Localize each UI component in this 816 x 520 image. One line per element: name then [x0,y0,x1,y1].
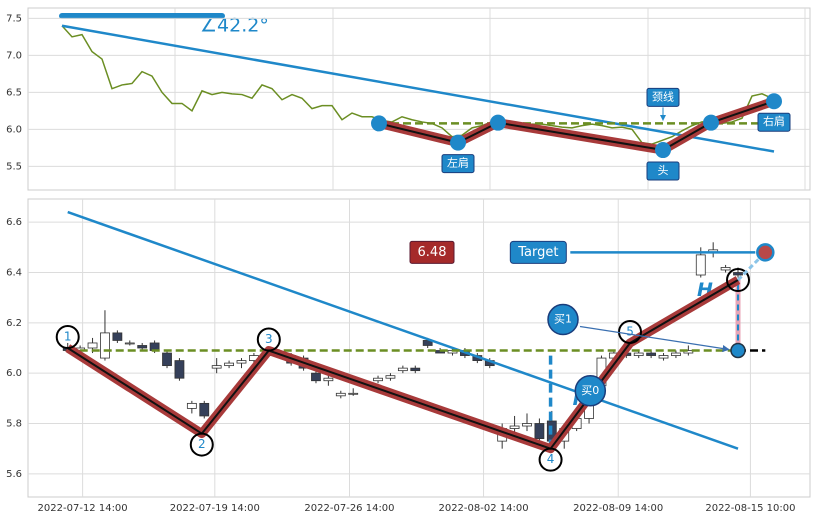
label-box [646,87,680,107]
candle-body [323,377,334,382]
candle-body [137,345,148,349]
candle-body [124,342,135,345]
candle-body [397,367,408,372]
candle-body [373,377,383,382]
candle-body [162,352,172,367]
candle-body [87,342,98,349]
trendline [67,210,739,450]
candle-body [224,362,234,367]
candle-body [410,367,421,372]
trendline [61,24,775,153]
neckline-label: 颈线 [652,89,674,103]
candle-body [100,332,110,359]
line [61,25,773,145]
buy-badge [547,303,579,336]
y-tick-label: 6.0 [6,124,22,135]
pattern-label: 头 [658,164,669,177]
pattern-point [490,114,506,131]
target-value-box [409,240,455,264]
pattern-point [726,268,751,293]
buy-point [730,342,746,359]
label-box [757,112,791,132]
buy-point [574,375,607,407]
x-tick-label: 2022-07-19 14:00 [170,503,260,514]
pattern-point [450,134,466,151]
x-tick-label: 2022-08-09 14:00 [573,503,663,514]
pattern-point [655,142,671,159]
top-frame [27,7,811,191]
pattern-point [538,447,563,472]
candle-body [311,372,321,382]
target-box [509,240,567,264]
pattern-point [371,115,387,132]
pattern-core [67,279,739,450]
target-value: 6.48 [418,245,447,260]
pattern-label: 2 [198,437,206,451]
candle-body [112,332,123,341]
candle-body [695,254,706,276]
candle-body [720,267,731,271]
pattern-point [703,114,719,131]
pattern-point [55,325,80,349]
candle-body [335,392,346,397]
candle-body [174,360,185,379]
pattern-label: 左肩 [447,156,469,170]
target-point [756,243,775,262]
candle-body [186,402,197,409]
candle-body [633,352,644,356]
buy-label: 买1 [554,313,572,326]
label-box [646,161,680,181]
candle-body [509,425,520,429]
y-tick-label: 6.2 [6,318,22,329]
angle-label: ∠42.2° [200,15,269,37]
pattern-point [766,93,782,110]
y-tick-label: 7.5 [6,13,22,24]
pattern-label: 1 [64,330,72,344]
pattern-point [256,327,281,352]
buy-arrow [579,325,730,353]
candle-body [646,352,657,356]
candle-body [522,423,532,427]
pattern-point [189,432,214,457]
pattern-label: 4 [547,452,555,466]
candle-body [385,375,396,379]
candle-body [658,355,669,359]
y-tick-label: 6.0 [6,368,22,379]
y-tick-label: 7.0 [6,50,22,61]
y-tick-label: 5.5 [6,161,22,172]
pattern-label: 5 [626,324,634,338]
candle-body [534,423,545,440]
candle-body [211,365,222,369]
x-tick-label: 2022-07-26 14:00 [304,503,394,514]
buy-label: 买0 [581,384,599,397]
candle-body [348,392,359,395]
target-label: Target [517,245,558,260]
candle-body [671,352,681,356]
x-tick-label: 2022-08-15 10:00 [705,503,795,514]
y-tick-label: 6.5 [6,87,22,98]
candle-body [236,360,247,364]
candle-body [733,272,743,276]
pattern-core [378,100,775,152]
label-box [441,154,475,174]
top-vgrid [174,8,806,190]
x-tick-label: 2022-08-02 14:00 [438,503,528,514]
pattern-label: 3 [265,332,273,346]
candle-body [199,402,210,417]
pattern-label: 右肩 [763,114,785,128]
candle-body [683,350,694,354]
x-tick-label: 2022-07-12 14:00 [38,503,128,514]
y-tick-label: 6.6 [6,217,22,228]
y-tick-label: 6.4 [6,267,22,278]
y-tick-label: 5.6 [6,469,22,480]
y-tick-label: 5.8 [6,419,22,430]
